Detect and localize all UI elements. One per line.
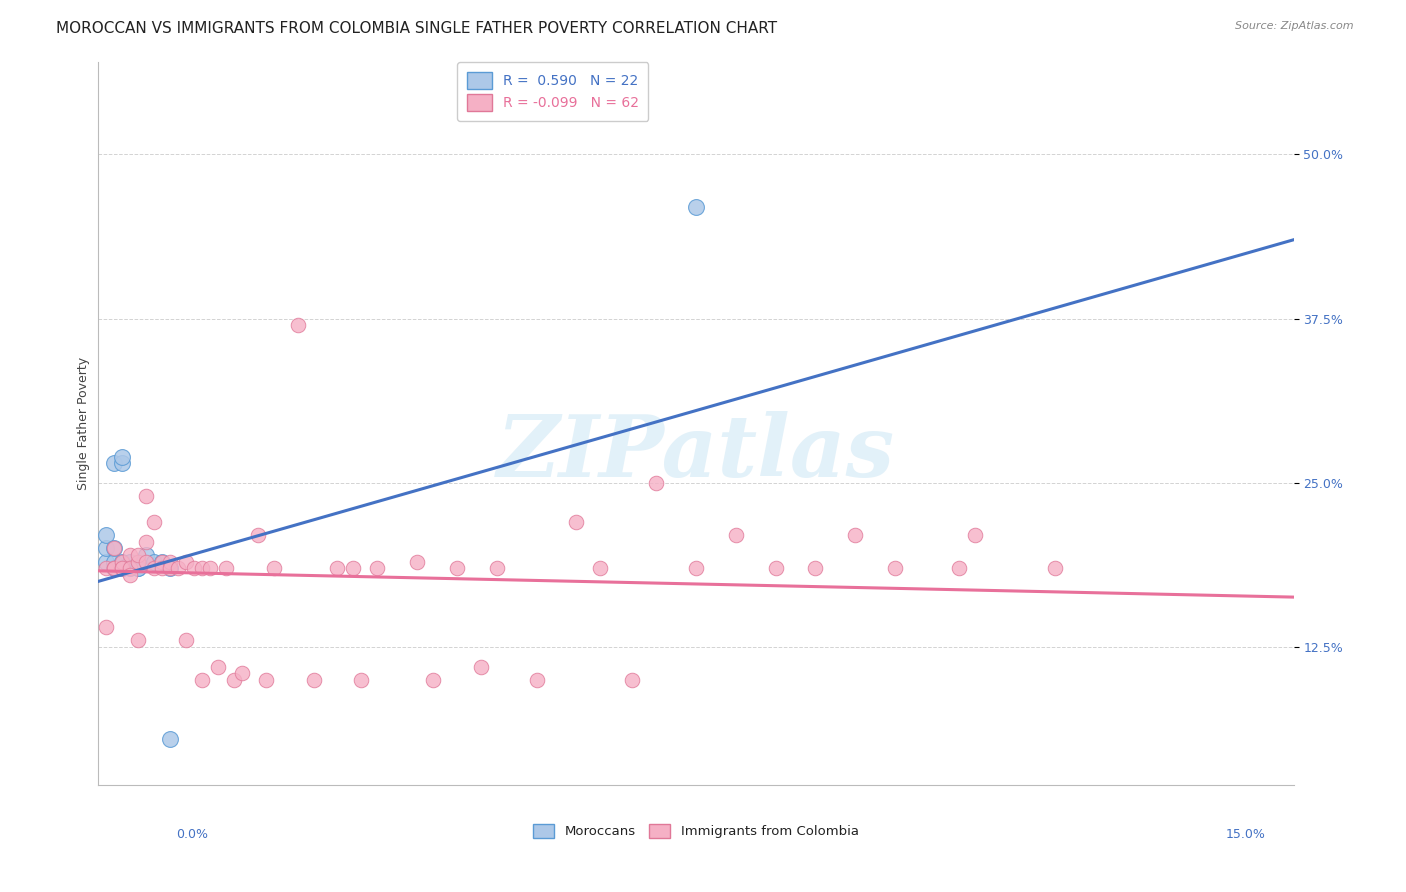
Point — [565, 515, 588, 529]
Point — [96, 561, 118, 575]
Point — [127, 561, 149, 575]
Point — [526, 673, 548, 687]
Point — [111, 561, 134, 575]
Point — [111, 450, 134, 464]
Text: 0.0%: 0.0% — [176, 829, 208, 841]
Point — [120, 561, 142, 575]
Point — [191, 673, 214, 687]
Point — [111, 555, 134, 569]
Point — [96, 555, 118, 569]
Point — [111, 561, 134, 575]
Point — [120, 567, 142, 582]
Point — [159, 561, 181, 575]
Point — [1043, 561, 1066, 575]
Point — [254, 673, 277, 687]
Point — [174, 555, 197, 569]
Point — [804, 561, 827, 575]
Point — [884, 561, 907, 575]
Point — [844, 528, 866, 542]
Point — [685, 200, 707, 214]
Point — [159, 731, 181, 746]
Point — [342, 561, 364, 575]
Point — [263, 561, 285, 575]
Point — [150, 561, 173, 575]
Point — [207, 659, 229, 673]
Point — [150, 555, 173, 569]
Point — [111, 561, 134, 575]
Point — [485, 561, 508, 575]
Point — [127, 555, 149, 569]
Text: 15.0%: 15.0% — [1226, 829, 1265, 841]
Point — [422, 673, 444, 687]
Point — [127, 633, 149, 648]
Point — [96, 528, 118, 542]
Text: MOROCCAN VS IMMIGRANTS FROM COLOMBIA SINGLE FATHER POVERTY CORRELATION CHART: MOROCCAN VS IMMIGRANTS FROM COLOMBIA SIN… — [56, 21, 778, 36]
Point — [135, 548, 157, 562]
Legend: Moroccans, Immigrants from Colombia: Moroccans, Immigrants from Colombia — [527, 818, 865, 844]
Point — [127, 548, 149, 562]
Point — [167, 561, 190, 575]
Point — [765, 561, 787, 575]
Point — [135, 489, 157, 503]
Point — [350, 673, 373, 687]
Point — [685, 561, 707, 575]
Point — [198, 561, 221, 575]
Point — [135, 555, 157, 569]
Point — [103, 456, 125, 470]
Point — [159, 555, 181, 569]
Text: ZIPatlas: ZIPatlas — [496, 411, 896, 494]
Point — [150, 555, 173, 569]
Point — [96, 541, 118, 556]
Point — [111, 561, 134, 575]
Point — [103, 561, 125, 575]
Point — [621, 673, 644, 687]
Point — [143, 515, 166, 529]
Point — [103, 541, 125, 556]
Point — [326, 561, 349, 575]
Point — [103, 561, 125, 575]
Point — [103, 541, 125, 556]
Point — [120, 561, 142, 575]
Point — [222, 673, 245, 687]
Point — [120, 555, 142, 569]
Point — [470, 659, 492, 673]
Y-axis label: Single Father Poverty: Single Father Poverty — [77, 357, 90, 491]
Point — [287, 318, 309, 333]
Point — [215, 561, 238, 575]
Point — [174, 633, 197, 648]
Point — [948, 561, 970, 575]
Point — [645, 475, 668, 490]
Point — [589, 561, 612, 575]
Point — [406, 555, 429, 569]
Point — [120, 548, 142, 562]
Point — [143, 561, 166, 575]
Point — [111, 456, 134, 470]
Point — [366, 561, 388, 575]
Point — [963, 528, 986, 542]
Point — [111, 555, 134, 569]
Point — [135, 535, 157, 549]
Point — [246, 528, 269, 542]
Point — [96, 620, 118, 634]
Point — [191, 561, 214, 575]
Point — [231, 666, 253, 681]
Point — [724, 528, 747, 542]
Point — [103, 555, 125, 569]
Point — [183, 561, 205, 575]
Text: Source: ZipAtlas.com: Source: ZipAtlas.com — [1236, 21, 1354, 30]
Point — [103, 561, 125, 575]
Point — [127, 561, 149, 575]
Point — [446, 561, 468, 575]
Point — [159, 561, 181, 575]
Point — [143, 555, 166, 569]
Point — [302, 673, 325, 687]
